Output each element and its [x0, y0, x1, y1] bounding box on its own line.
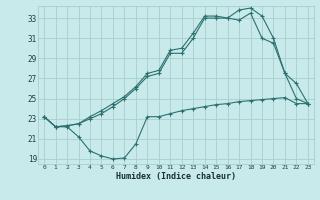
X-axis label: Humidex (Indice chaleur): Humidex (Indice chaleur)	[116, 172, 236, 181]
